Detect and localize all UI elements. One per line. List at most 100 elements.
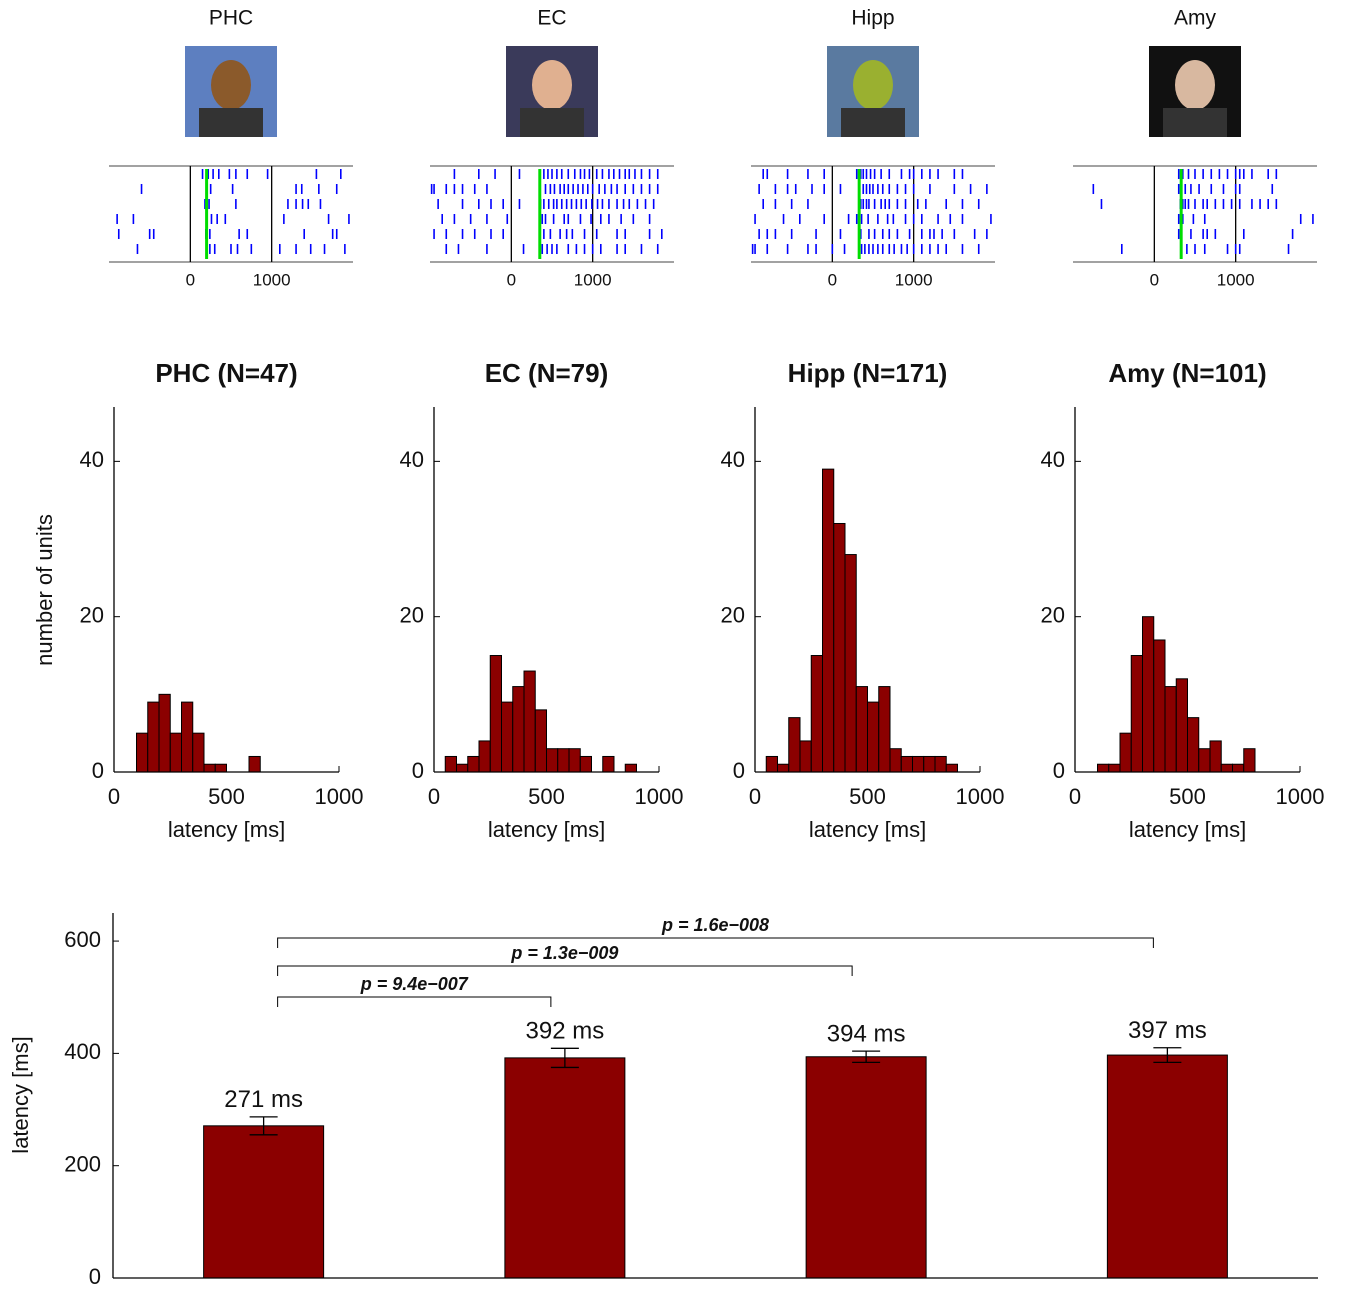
histogram-bar xyxy=(624,763,637,773)
y-tick-label: 400 xyxy=(64,1039,101,1064)
x-axis-label: latency [ms] xyxy=(488,817,605,842)
histogram-bar xyxy=(923,755,936,773)
bar xyxy=(203,1125,325,1279)
raster-title: PHC xyxy=(209,7,253,30)
x-axis-label: latency [ms] xyxy=(168,817,285,842)
x-tick-label: 500 xyxy=(849,784,886,809)
x-axis-label: latency [ms] xyxy=(809,817,926,842)
histogram-bar xyxy=(1187,717,1200,773)
histogram-bar xyxy=(912,755,925,773)
histogram-bar xyxy=(934,755,947,773)
histogram-bar xyxy=(557,748,570,773)
histogram-bar xyxy=(203,763,216,773)
histogram-bar xyxy=(489,655,502,773)
histogram-bar xyxy=(523,670,536,773)
histogram-bar xyxy=(147,701,160,773)
y-tick-label: 20 xyxy=(1041,602,1065,627)
histogram-bar xyxy=(867,701,880,773)
x-tick-label: 0 xyxy=(507,270,516,289)
x-tick-label: 0 xyxy=(186,270,195,289)
x-tick-label: 1000 xyxy=(956,784,1005,809)
histogram-bar xyxy=(844,554,857,773)
stimulus-photo-face xyxy=(211,60,251,110)
histogram-bar xyxy=(1232,763,1245,773)
histogram-bar xyxy=(1198,748,1211,773)
histogram-title: PHC (N=47) xyxy=(155,358,297,388)
histogram-bar xyxy=(136,732,149,773)
histogram-bar xyxy=(1175,678,1188,773)
y-tick-label: 40 xyxy=(400,447,424,472)
histogram-bar xyxy=(1119,732,1132,773)
stimulus-photo-face xyxy=(532,60,572,110)
stimulus-photo-body xyxy=(841,108,905,137)
histogram-bar xyxy=(1220,763,1233,773)
value-label: 394 ms xyxy=(827,1020,906,1047)
histogram-bar xyxy=(833,522,846,773)
value-label: 397 ms xyxy=(1128,1017,1207,1044)
y-tick-label: 0 xyxy=(1053,758,1065,783)
x-tick-label: 0 xyxy=(428,784,440,809)
histogram-title: Hipp (N=171) xyxy=(788,358,948,388)
value-label: 392 ms xyxy=(526,1018,605,1045)
histogram-bar xyxy=(568,748,581,773)
histogram-bar xyxy=(1142,616,1155,773)
y-tick-label: 20 xyxy=(80,602,104,627)
y-axis-label: latency [ms] xyxy=(8,1036,33,1153)
histogram-bar xyxy=(214,763,227,773)
bar xyxy=(805,1056,927,1279)
histogram-title: EC (N=79) xyxy=(485,358,609,388)
x-tick-label: 1000 xyxy=(1276,784,1325,809)
p-value-label: p = 1.6e−008 xyxy=(661,915,769,935)
error-bar xyxy=(550,1047,579,1069)
bar xyxy=(504,1057,626,1279)
y-tick-label: 20 xyxy=(400,602,424,627)
histogram-bar xyxy=(855,686,868,773)
histogram-bar xyxy=(158,693,171,773)
significance-bracket xyxy=(277,996,552,1007)
histogram-bar xyxy=(1153,639,1166,773)
y-tick-label: 200 xyxy=(64,1152,101,1177)
x-tick-label: 0 xyxy=(1150,270,1159,289)
raster-title: Hipp xyxy=(851,7,894,30)
histogram-bar xyxy=(777,763,790,773)
x-tick-label: 500 xyxy=(208,784,245,809)
histogram-bar xyxy=(602,755,615,773)
x-axis-label: latency [ms] xyxy=(1129,817,1246,842)
x-tick-label: 500 xyxy=(528,784,565,809)
error-bar xyxy=(1153,1047,1182,1064)
histogram-bar xyxy=(1097,763,1110,773)
histogram-bar xyxy=(169,732,182,773)
y-tick-label: 20 xyxy=(721,602,745,627)
x-tick-label: 0 xyxy=(1069,784,1081,809)
x-tick-label: 500 xyxy=(1169,784,1206,809)
histogram-bar xyxy=(192,732,205,773)
x-tick-label: 0 xyxy=(749,784,761,809)
x-tick-label: 0 xyxy=(108,784,120,809)
histogram-bar xyxy=(900,755,913,773)
stimulus-photo-body xyxy=(199,108,263,137)
histogram-bar xyxy=(546,748,559,773)
y-tick-label: 40 xyxy=(721,447,745,472)
error-bar xyxy=(249,1116,278,1136)
histogram-title: Amy (N=101) xyxy=(1108,358,1266,388)
y-tick-label: 40 xyxy=(1041,447,1065,472)
histogram-bar xyxy=(765,755,778,773)
histogram-bar xyxy=(467,755,480,773)
histogram-bar xyxy=(512,686,525,773)
histogram-bar xyxy=(1130,655,1143,773)
p-value-label: p = 1.3e−009 xyxy=(510,943,618,963)
x-tick-label: 1000 xyxy=(635,784,684,809)
y-tick-label: 600 xyxy=(64,927,101,952)
histogram-bar xyxy=(579,755,592,773)
histogram-bar xyxy=(788,717,801,773)
histogram-bar xyxy=(822,468,835,773)
histogram-bar xyxy=(799,740,812,773)
histogram-bar xyxy=(456,763,469,773)
histogram-bar xyxy=(1108,763,1121,773)
histogram-bar xyxy=(945,763,958,773)
stimulus-photo-face xyxy=(853,60,893,110)
raster-title: Amy xyxy=(1174,7,1217,30)
histogram-bar xyxy=(810,655,823,773)
histogram-bar xyxy=(1164,686,1177,773)
y-tick-label: 40 xyxy=(80,447,104,472)
